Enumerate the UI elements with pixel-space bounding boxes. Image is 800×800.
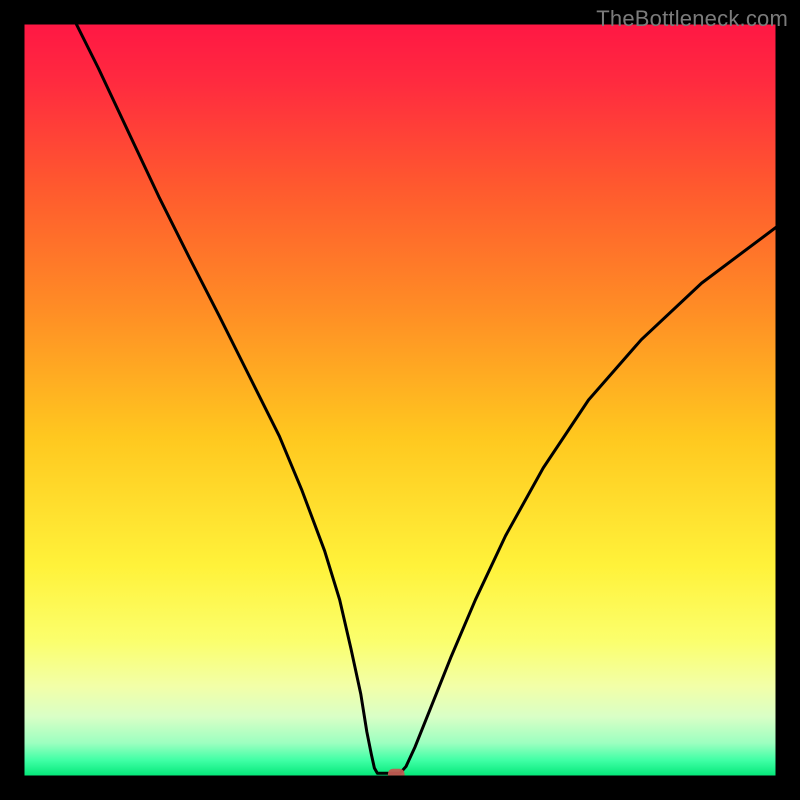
plot-background bbox=[23, 23, 777, 777]
bottleneck-chart bbox=[0, 0, 800, 800]
optimum-marker bbox=[388, 769, 405, 781]
chart-container: TheBottleneck.com bbox=[0, 0, 800, 800]
